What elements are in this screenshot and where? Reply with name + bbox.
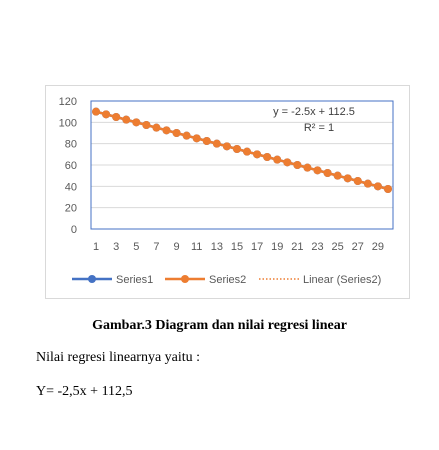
y-tick-label: 20 [65,203,77,215]
x-tick-label: 27 [352,241,364,253]
legend-series1-marker [88,275,96,283]
x-tick-label: 23 [311,241,323,253]
series-2-point [253,150,262,159]
series-2-point [162,126,171,135]
plot-border [90,100,394,230]
x-tick-label: 1 [93,241,99,253]
y-tick-label: 120 [59,96,77,108]
x-tick-label: 9 [174,241,180,253]
series-2-point [122,115,131,124]
series-2-point [92,107,101,116]
figure-caption: Gambar.3 Diagram dan nilai regresi linea… [92,318,347,333]
series-2-point [293,161,302,169]
y-tick-label: 40 [65,181,77,193]
legend-trendline-label: Linear (Series2) [303,274,381,286]
x-tick-label: 5 [133,241,139,253]
series-2-point [283,158,292,167]
x-tick-label: 17 [251,241,263,253]
series-2-point [132,118,141,127]
y-tick-label: 80 [65,139,77,151]
trendline-equation: y = -2.5x + 112.5 [273,106,355,118]
series-2-point [142,121,151,129]
x-tick-label: 25 [332,241,344,253]
paragraph-regression-intro: Nilai regresi linearnya yaitu : [36,350,201,365]
chart-frame: 0 20 40 60 80 100 120 1 3 5 7 9 11 13 15 17 19 21 23 25 27 29… [45,85,410,299]
legend-series2-marker [181,275,189,283]
series-2-point [313,166,322,175]
paragraph-regression-equation: Y= -2,5x + 112,5 [36,384,133,399]
series-2-point [263,153,272,161]
series-2-point [212,139,221,148]
series-2-point [303,163,312,172]
x-tick-label: 11 [191,241,202,253]
x-tick-label: 19 [271,241,283,253]
legend-series1-label: Series1 [116,274,153,286]
x-tick-label: 15 [231,241,243,253]
series-2-point [232,145,241,153]
series-2-point [243,147,252,156]
series-2-point [182,131,191,140]
y-tick-label: 100 [59,117,77,129]
x-tick-label: 29 [372,241,384,253]
trendline [95,110,389,190]
y-tick-label: 60 [65,160,77,172]
x-tick-label: 7 [153,241,159,253]
series-2-point [202,137,211,145]
series-2-point [222,142,231,151]
series-2-point [323,169,332,177]
trendline-r-squared: R² = 1 [304,122,334,134]
x-tick-label: 3 [113,241,119,253]
x-tick-label: 13 [211,241,223,253]
series-2-point [112,113,121,121]
series-2-point [172,129,181,137]
series-2-point [152,123,161,132]
y-tick-label: 0 [71,224,77,236]
legend-series2-label: Series2 [209,274,246,286]
series-2-point [102,110,111,119]
x-tick-label: 21 [291,241,303,253]
series-2-point [192,134,201,143]
series-2-point [273,155,282,164]
